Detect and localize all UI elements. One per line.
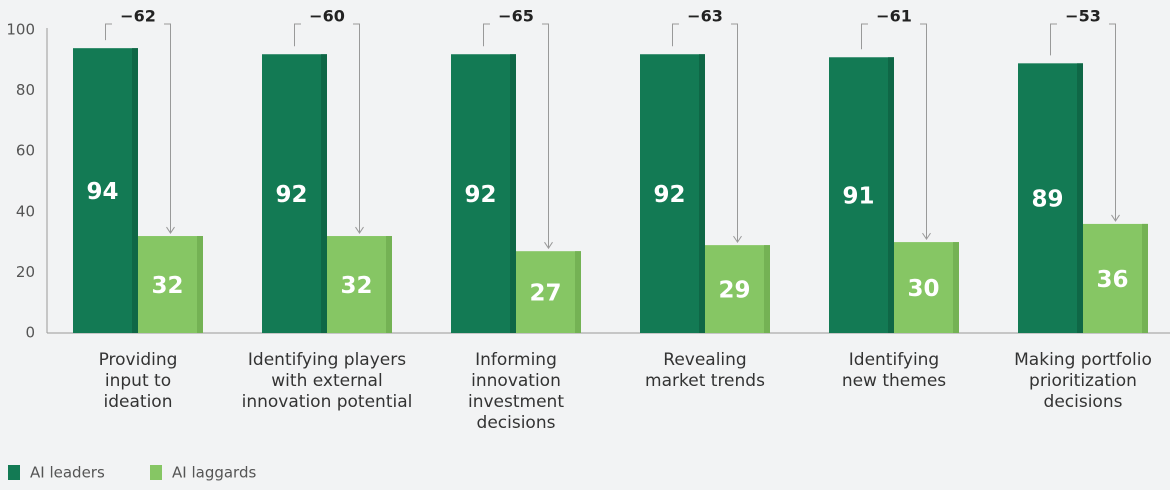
difference-label: −62 <box>120 7 156 26</box>
value-label: 89 <box>1031 187 1063 213</box>
bar <box>262 54 327 334</box>
y-tick-label: 60 <box>16 142 35 160</box>
bar-shade <box>1077 63 1083 334</box>
bar-shade <box>386 236 392 333</box>
difference-label: −53 <box>1065 7 1101 26</box>
arrow-head <box>544 241 553 250</box>
legend-swatch <box>150 465 162 480</box>
value-label: 94 <box>86 179 118 205</box>
y-tick-label: 100 <box>6 21 35 39</box>
bar-shade <box>197 236 203 333</box>
bar <box>829 57 894 334</box>
legend-label: AI leaders <box>30 464 105 482</box>
x-tick-label: Revealing market trends <box>645 350 765 391</box>
bracket <box>483 23 490 47</box>
difference-label: −65 <box>498 7 534 26</box>
difference-label: −61 <box>876 7 912 26</box>
legend-label: AI laggards <box>172 464 256 482</box>
x-tick-label: Informing innovation investment decision… <box>468 350 564 433</box>
bar <box>894 242 959 333</box>
value-label: 32 <box>340 273 372 299</box>
bar-shade <box>321 54 327 334</box>
bracket <box>164 23 171 233</box>
bracket <box>1109 23 1116 220</box>
legend-swatch <box>8 465 20 480</box>
value-label: 92 <box>653 182 685 208</box>
y-tick-label: 80 <box>16 81 35 99</box>
bracket <box>1050 23 1057 56</box>
bar-shade <box>575 251 581 333</box>
bar-shade <box>764 245 770 333</box>
difference-label: −63 <box>687 7 723 26</box>
bracket <box>920 23 927 239</box>
bar-shade <box>1142 223 1148 333</box>
bracket <box>861 23 868 50</box>
bar-shade <box>888 57 894 334</box>
bracket <box>731 23 738 242</box>
arrow-head <box>355 226 364 234</box>
bar <box>327 236 392 333</box>
bar-shade <box>132 48 138 334</box>
bracket <box>105 23 112 41</box>
y-tick-label: 40 <box>16 202 35 220</box>
bar <box>516 251 581 333</box>
value-label: 92 <box>275 182 307 208</box>
bar <box>1083 223 1148 333</box>
y-tick-label: 20 <box>16 263 35 281</box>
x-tick-label: Providing input to ideation <box>98 350 178 412</box>
x-tick-label: Identifying players with external innova… <box>241 350 413 412</box>
arrow-head <box>166 226 175 234</box>
x-tick-label: Making portfolio prioritization decision… <box>1014 350 1152 412</box>
bar <box>1018 63 1083 334</box>
difference-label: −60 <box>309 7 345 26</box>
value-label: 29 <box>718 278 750 304</box>
bracket <box>542 23 549 248</box>
bar-shade <box>699 54 705 334</box>
value-label: 27 <box>529 281 561 307</box>
bar <box>705 245 770 333</box>
y-tick-label: 0 <box>25 324 35 342</box>
bracket <box>672 23 679 47</box>
arrow-head <box>922 232 931 241</box>
bracket <box>294 23 301 47</box>
bar-shade <box>953 242 959 333</box>
bar <box>73 48 138 334</box>
bar <box>451 54 516 334</box>
value-label: 36 <box>1096 267 1128 293</box>
bar <box>138 236 203 333</box>
bar <box>640 54 705 334</box>
arrow-head <box>1111 214 1120 222</box>
bar-shade <box>510 54 516 334</box>
arrow-head <box>733 235 742 244</box>
value-label: 91 <box>842 184 874 210</box>
x-tick-label: Identifying new themes <box>841 350 947 391</box>
value-label: 30 <box>907 276 939 302</box>
bracket <box>353 23 360 233</box>
value-label: 32 <box>151 273 183 299</box>
value-label: 92 <box>464 182 496 208</box>
